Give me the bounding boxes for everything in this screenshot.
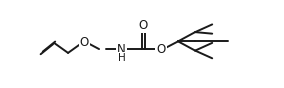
Text: H: H bbox=[118, 53, 126, 63]
Text: O: O bbox=[156, 43, 166, 56]
Text: O: O bbox=[80, 36, 89, 49]
Text: O: O bbox=[139, 19, 148, 32]
Text: N: N bbox=[117, 43, 126, 56]
